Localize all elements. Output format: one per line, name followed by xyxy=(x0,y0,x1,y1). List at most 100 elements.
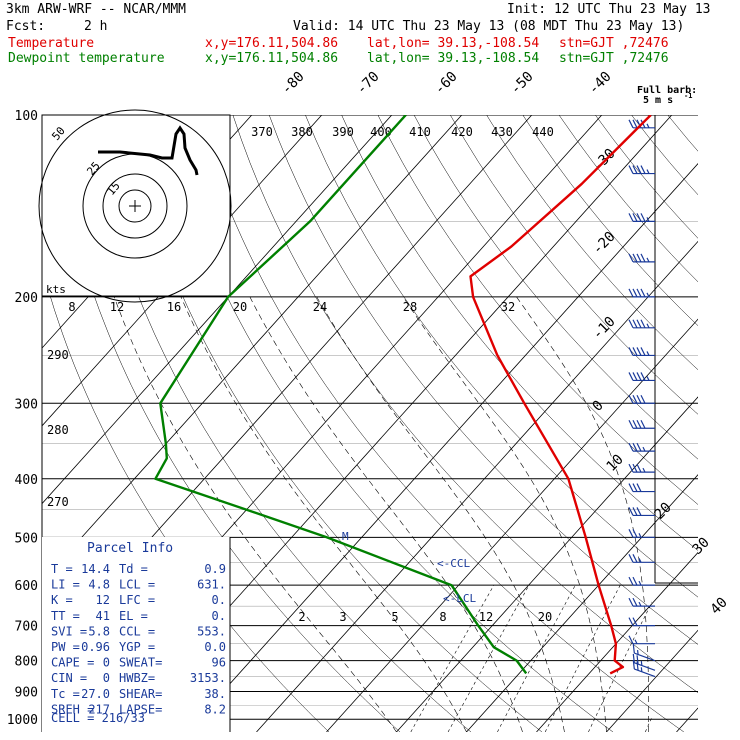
parcel-cell: CELL = 216/33 xyxy=(51,711,145,725)
dry-adiabat-line xyxy=(160,115,614,732)
wind-barb xyxy=(628,617,655,627)
mixing-ratio-label: 24 xyxy=(313,300,327,314)
wind-barb xyxy=(628,442,655,452)
dry-adiabat-label: 410 xyxy=(409,125,431,139)
model-title: 3km ARW-WRF -- NCAR/MMM xyxy=(6,2,187,17)
wind-barb xyxy=(632,660,656,678)
wind-barb xyxy=(628,463,655,473)
pressure-label: 900 xyxy=(15,686,38,701)
legend-dewpoint-station: stn=GJT ,72476 xyxy=(559,51,669,66)
ccl-marker: <-CCL xyxy=(437,557,470,570)
parcel-info-value: CIN = xyxy=(51,671,87,685)
wind-barb xyxy=(632,644,656,662)
parcel-info-value: SVI = xyxy=(51,624,87,638)
dry-adiabat-line xyxy=(305,115,698,598)
parcel-info-value: 5.8 xyxy=(88,624,110,638)
wind-barb xyxy=(628,288,655,298)
temperature-profile xyxy=(469,115,652,675)
wind-barb xyxy=(628,507,655,517)
mixing-ratio-label: 32 xyxy=(501,300,515,314)
isotherm-line xyxy=(536,551,698,732)
parcel-info-value: 4.8 xyxy=(88,578,110,592)
dry-adiabat-line xyxy=(377,115,698,505)
isotherm-line xyxy=(42,115,463,583)
mixing-ratio-label: 16 xyxy=(167,300,181,314)
m-marker: M xyxy=(342,530,349,543)
pressure-label: 300 xyxy=(15,397,38,412)
parcel-info-value: 631. xyxy=(197,578,226,592)
dry-adiabat-label: 280 xyxy=(47,423,69,437)
wind-barb xyxy=(628,319,655,329)
isotherm-line xyxy=(396,396,698,732)
parcel-info-value: 27.0 xyxy=(81,687,110,701)
dry-adiabat-label: 380 xyxy=(291,125,313,139)
forecast-hour: 2 h xyxy=(84,19,108,34)
hodograph-trace xyxy=(98,125,199,176)
parcel-info-value: Tc = xyxy=(51,687,80,701)
parcel-info-value: CAPE = xyxy=(51,656,94,670)
isotherm-line xyxy=(42,115,393,505)
dry-adiabat-label: 400 xyxy=(370,125,392,139)
dry-adiabat-line xyxy=(268,115,698,645)
hodograph-ring xyxy=(118,189,152,223)
parcel-info-value: 0 xyxy=(103,671,110,685)
dry-adiabat-line xyxy=(123,115,543,732)
mixing-ratio-label: 12 xyxy=(110,300,124,314)
dry-adiabat-line xyxy=(667,115,698,152)
wind-barb xyxy=(628,554,655,563)
mixing-ratio-label: 3 xyxy=(339,610,346,624)
dry-adiabat-label: 270 xyxy=(47,495,69,509)
mixing-ratio-label: 20 xyxy=(233,300,247,314)
parcel-info-value: T = xyxy=(51,562,73,576)
legend-dewpoint-label: Dewpoint temperature xyxy=(8,51,165,66)
isotherm-label: 0 xyxy=(590,398,607,415)
forecast-label: Fcst: xyxy=(6,19,46,34)
dry-adiabat-label: 420 xyxy=(451,125,473,139)
mixing-ratio-label: 12 xyxy=(479,610,493,624)
wind-barb xyxy=(628,213,655,222)
legend-temperature-xy: x,y=176.11,504.86 xyxy=(205,36,339,51)
wind-barb xyxy=(628,420,655,429)
isotherm-line xyxy=(256,240,698,732)
parcel-info-value: LI = xyxy=(51,578,80,592)
parcel-info-value: 0. xyxy=(212,593,226,607)
parcel-info-value: TT = xyxy=(51,609,80,623)
dry-adiabat-label: 390 xyxy=(332,125,354,139)
parcel-info-value: Td = xyxy=(119,562,148,576)
hodograph-unit-label: kts xyxy=(46,283,66,296)
isotherm-label: 40 xyxy=(708,595,731,618)
pressure-label: 1000 xyxy=(7,713,38,728)
wind-barb xyxy=(628,253,655,263)
parcel-info-value: PW = xyxy=(51,640,80,654)
wind-barb xyxy=(628,529,655,538)
parcel-info-value: SREH = xyxy=(51,702,94,716)
isotherm-line xyxy=(676,707,698,732)
dry-adiabat-line xyxy=(704,115,740,732)
isotherm-label: -50 xyxy=(508,69,537,98)
parcel-info-value: EL = xyxy=(119,609,148,623)
parcel-info-value: LAPSE= xyxy=(119,702,162,716)
parcel-info-value: 0.0 xyxy=(204,640,226,654)
isotherm-label: -10 xyxy=(590,314,619,343)
dry-adiabat-line xyxy=(87,115,472,732)
mixing-ratio-label: 5 xyxy=(391,610,398,624)
dry-adiabat-line xyxy=(631,115,698,196)
parcel-info-value: CCL = xyxy=(119,624,155,638)
isotherm-line xyxy=(186,163,698,732)
parcel-info-value: 0.96 xyxy=(81,640,110,654)
parcel-info-value: K = xyxy=(51,593,73,607)
isotherm-label: -70 xyxy=(354,69,383,98)
dry-adiabat-label: 370 xyxy=(251,125,273,139)
moist-adiabat-line xyxy=(402,296,607,732)
barb-key-value: 5 m s xyxy=(643,95,673,106)
pressure-label: 500 xyxy=(15,531,38,546)
dry-adiabat-line xyxy=(450,115,698,415)
parcel-info-value: 0 xyxy=(103,656,110,670)
wind-barb xyxy=(628,597,655,607)
pressure-label: 100 xyxy=(15,109,38,124)
parcel-info-value: 217 xyxy=(88,702,110,716)
dry-adiabat-line xyxy=(413,115,698,460)
isotherm-label: 10 xyxy=(604,452,627,475)
wind-barb xyxy=(628,165,655,175)
